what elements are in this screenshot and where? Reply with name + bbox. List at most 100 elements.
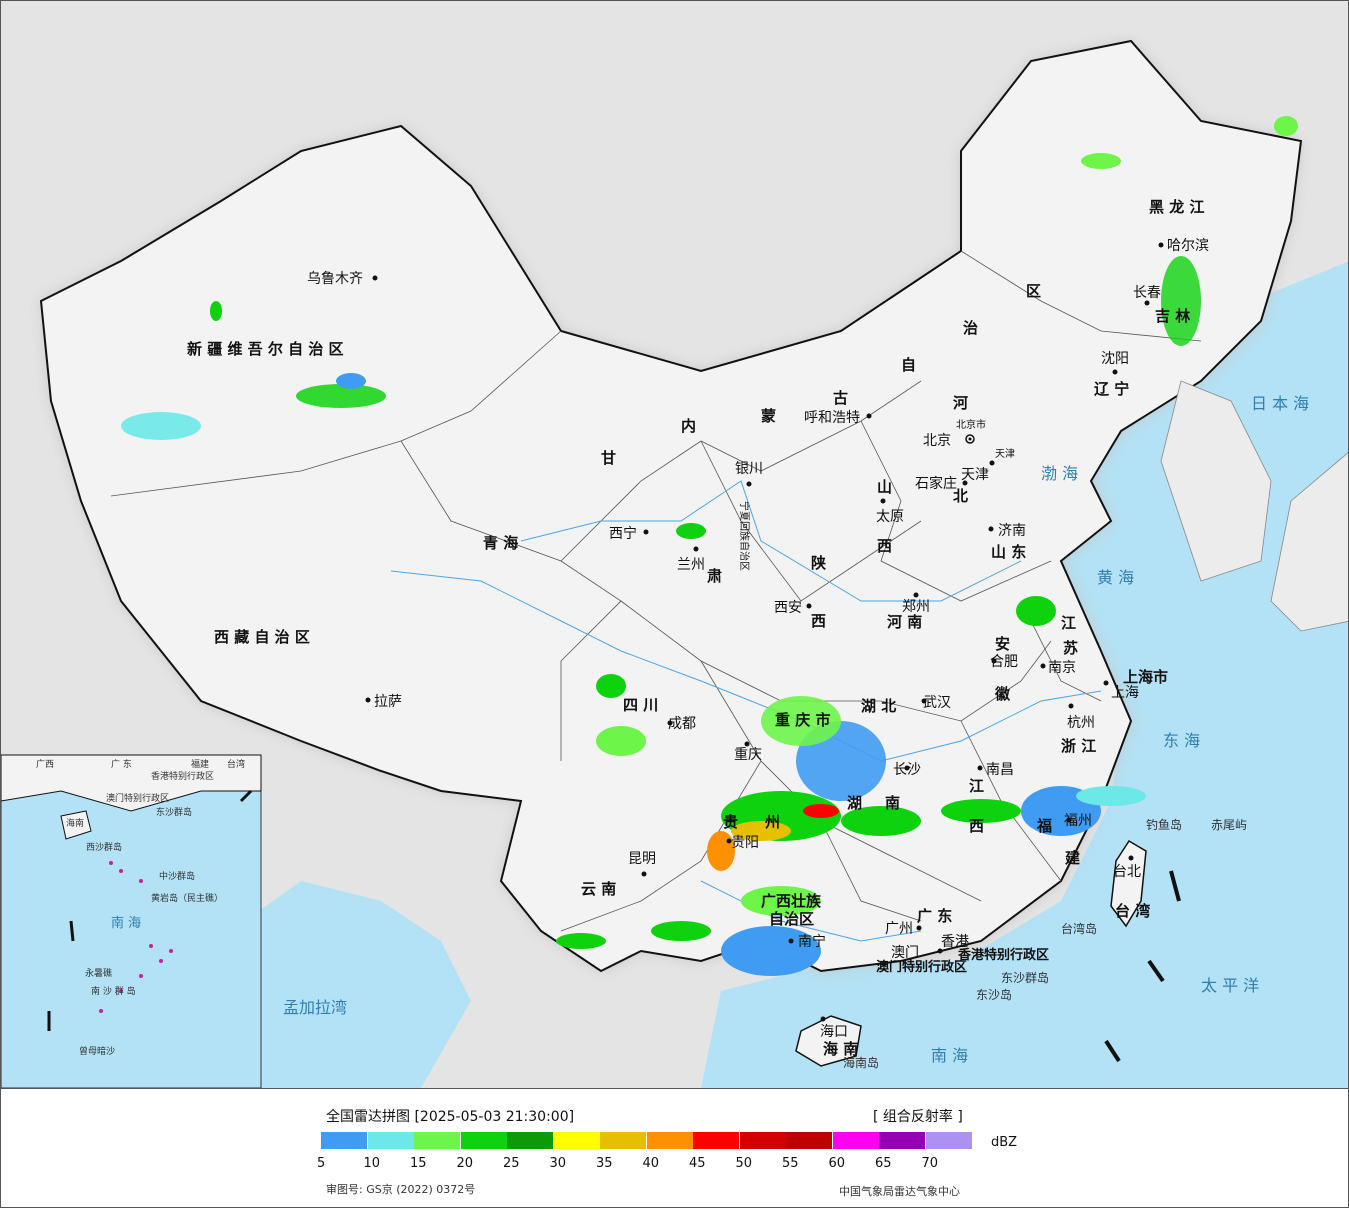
sea-area-bengal (231, 881, 471, 1088)
inset-xisha: 西沙群岛 (86, 841, 122, 853)
province-boundaries (110, 250, 1202, 932)
scale-swatch (925, 1132, 973, 1149)
scale-swatch (367, 1132, 415, 1149)
korea-peninsula (1160, 380, 1272, 582)
province-fujian-1: 福 (1036, 817, 1052, 835)
city-tianjin: 天津 (961, 467, 989, 483)
south-china-sea-inset (1, 754, 262, 1088)
province-guangxi-1: 广西壮族 (761, 892, 822, 910)
scale-swatch (507, 1132, 554, 1149)
inset-guangdong: 广 东 (111, 758, 132, 770)
label-macao-sar: 澳门特别行政区 (876, 959, 967, 975)
inset-macao: 澳门特别行政区 (106, 792, 169, 804)
province-guangxi-2: 自治区 (769, 910, 814, 928)
province-hunan-2: 南 (885, 794, 900, 812)
city-lanzhou: 兰州 (677, 557, 705, 573)
province-jiangxi-2: 西 (969, 817, 984, 835)
province-neimenggu-4: 自 (901, 356, 916, 374)
city-zhengzhou: 郑州 (902, 599, 930, 615)
province-anhui-1: 安 (995, 635, 1010, 653)
province-tibet: 西 藏 自 治 区 (214, 628, 310, 646)
city-changsha: 长沙 (893, 762, 921, 778)
city-lhasa: 拉萨 (374, 694, 402, 710)
province-shanxi-2: 西 (877, 537, 892, 555)
inset-dongsha: 东沙群岛 (156, 806, 192, 818)
inset-guangxi: 广西 (36, 758, 54, 770)
source-agency: 中国气象局雷达气象中心 (839, 1185, 960, 1198)
scale-tick: 45 (689, 1156, 706, 1171)
island-diaoyu: 钓鱼岛 (1146, 817, 1182, 832)
city-urumqi: 乌鲁木齐 (307, 271, 363, 287)
approval-number: 审图号: GS京 (2022) 0372号 (326, 1183, 476, 1196)
island-dongsha-group: 东沙群岛 (1001, 970, 1049, 985)
scale-tick: 40 (642, 1156, 660, 1171)
scale-tick: 55 (782, 1156, 799, 1171)
inset-hk: 香港特别行政区 (151, 770, 214, 782)
province-liaoning: 辽 宁 (1094, 380, 1129, 398)
nine-dash-line (1104, 870, 1181, 1063)
province-sichuan: 四 川 (623, 696, 658, 714)
island-hainan: 海南岛 (843, 1055, 879, 1070)
inset-zengmu: 曾母暗沙 (79, 1045, 115, 1057)
province-hunan-1: 湖 (847, 794, 862, 812)
sea-bohai: 渤 海 (1041, 464, 1078, 483)
province-jiangsu-2: 苏 (1063, 639, 1078, 657)
inset-zhongsha: 中沙群岛 (159, 870, 195, 882)
scale-tick: 35 (596, 1156, 613, 1171)
province-jilin: 吉 林 (1155, 307, 1191, 325)
scale-swatch (414, 1132, 461, 1149)
province-neimenggu-2: 蒙 (761, 407, 776, 425)
province-shanghai: 上海市 (1123, 668, 1168, 686)
inset-taiwan: 台湾 (227, 758, 245, 770)
province-jiangsu-1: 江 (1061, 614, 1076, 632)
scale-tick: 65 (875, 1156, 892, 1171)
province-guangdong: 广 东 (917, 907, 952, 925)
island-chiwei: 赤尾屿 (1211, 818, 1247, 832)
province-taiwan: 台 湾 (1115, 902, 1150, 920)
province-xinjiang: 新 疆 维 吾 尔 自 治 区 (187, 340, 344, 358)
city-changchun: 长春 (1133, 285, 1161, 301)
province-zhejiang: 浙 江 (1061, 737, 1096, 755)
province-neimenggu-1: 内 (681, 417, 696, 435)
province-heilongjiang: 黑 龙 江 (1149, 198, 1204, 216)
scale-swatch (693, 1132, 740, 1149)
city-kunming: 昆明 (628, 851, 656, 867)
scale-swatch (646, 1132, 694, 1149)
scale-tick: 50 (735, 1156, 753, 1171)
province-hainan: 海 南 (823, 1040, 858, 1058)
scale-swatch (739, 1132, 787, 1149)
scale-tick: 5 (317, 1156, 326, 1171)
scale-tick: 20 (456, 1156, 474, 1171)
city-guiyang: 贵阳 (731, 835, 759, 851)
inset-nansha: 南 沙 群 岛 (91, 985, 136, 997)
city-jinan: 济南 (998, 523, 1026, 539)
city-yinchuan: 银川 (735, 461, 763, 477)
china-radar-map: 乌鲁木齐 拉萨 西宁 兰州 银川 呼和浩特 北京 天津 石家庄 太原 济南 郑州… (1, 39, 1348, 1088)
unit-label: dBZ (991, 1135, 1018, 1150)
province-shandong: 山 东 (991, 543, 1026, 561)
province-hebei-1: 河 (953, 394, 968, 412)
province-shaanxi-2: 西 (811, 612, 826, 630)
province-anhui-2: 徽 (994, 685, 1011, 703)
scale-swatch (321, 1132, 368, 1149)
inset-yongshu: 永暑礁 (85, 967, 112, 979)
scale-swatch (460, 1132, 508, 1149)
city-harbin: 哈尔滨 (1167, 238, 1209, 254)
scale-tick: 60 (828, 1156, 846, 1171)
scale-tick: 10 (363, 1156, 381, 1171)
city-taiyuan: 太原 (876, 509, 904, 525)
inset-huangyan: 黄岩岛（民主礁） (151, 892, 223, 904)
taiwan-island (1110, 839, 1147, 928)
province-qinghai: 青 海 (483, 534, 518, 552)
city-xian: 西安 (774, 600, 802, 616)
province-gansu: 甘 (601, 449, 616, 467)
city-shanghai: 上海 (1111, 685, 1139, 701)
scale-swatch (553, 1132, 601, 1149)
province-hubei: 湖 北 (861, 697, 896, 715)
city-nanchang: 南昌 (986, 762, 1014, 778)
scale-swatch (786, 1132, 833, 1149)
sea-south: 南 海 (931, 1046, 968, 1065)
city-haikou: 海口 (820, 1024, 848, 1040)
city-nanning: 南宁 (798, 933, 826, 950)
